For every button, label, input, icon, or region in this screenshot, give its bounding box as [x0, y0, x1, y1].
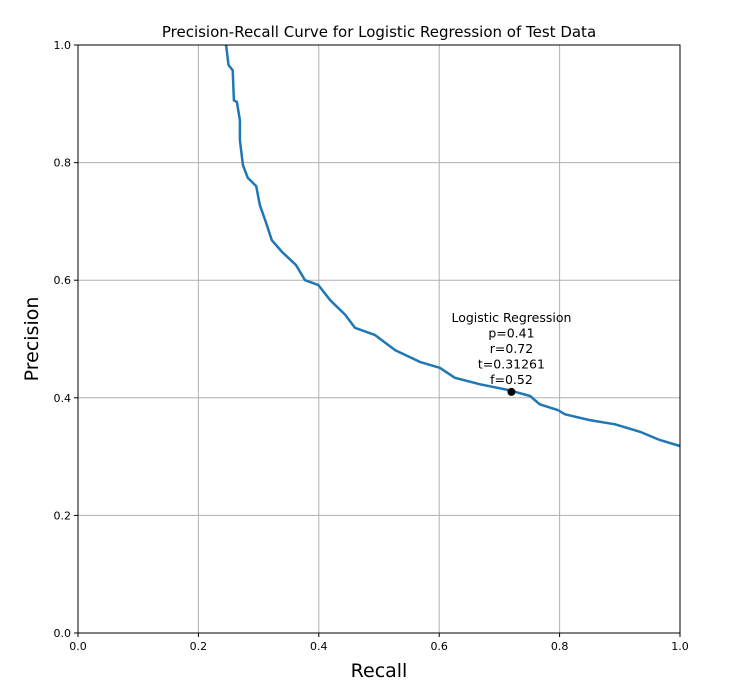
- y-tick-label: 0.0: [54, 627, 72, 640]
- pr-curve-line: [224, 44, 681, 448]
- y-tick-label: 0.4: [54, 392, 72, 405]
- x-tick-label: 0.8: [551, 640, 569, 653]
- annotation-line: Logistic Regression: [451, 310, 571, 325]
- x-tick-label: 1.0: [671, 640, 689, 653]
- y-tick-label: 0.6: [54, 274, 72, 287]
- x-tick-label: 0.4: [310, 640, 328, 653]
- annotation-line: p=0.41: [488, 325, 534, 340]
- annotation-point: [507, 387, 516, 396]
- y-axis-label: Precision: [21, 297, 43, 382]
- annotation-text: Logistic Regressionp=0.41r=0.72t=0.31261…: [451, 310, 571, 387]
- x-axis-label: Recall: [351, 660, 408, 682]
- annotation-line: t=0.31261: [478, 356, 545, 371]
- ticks: 0.0 0.2 0.4 0.6 0.8 1.0 0.0 0.2 0.4 0.6 0.8 1.0: [54, 39, 689, 653]
- x-tick-label: 0.2: [190, 640, 208, 653]
- plot-frame: [77, 44, 681, 634]
- y-tick-label: 0.2: [54, 509, 72, 522]
- chart-title: Precision-Recall Curve for Logistic Regr…: [162, 23, 596, 41]
- x-tick-label: 0.0: [69, 640, 87, 653]
- annotation-line: r=0.72: [490, 341, 533, 356]
- y-tick-label: 0.8: [54, 157, 72, 170]
- annotation-line: f=0.52: [490, 372, 533, 387]
- x-tick-label: 0.6: [430, 640, 448, 653]
- y-tick-label: 1.0: [54, 39, 72, 52]
